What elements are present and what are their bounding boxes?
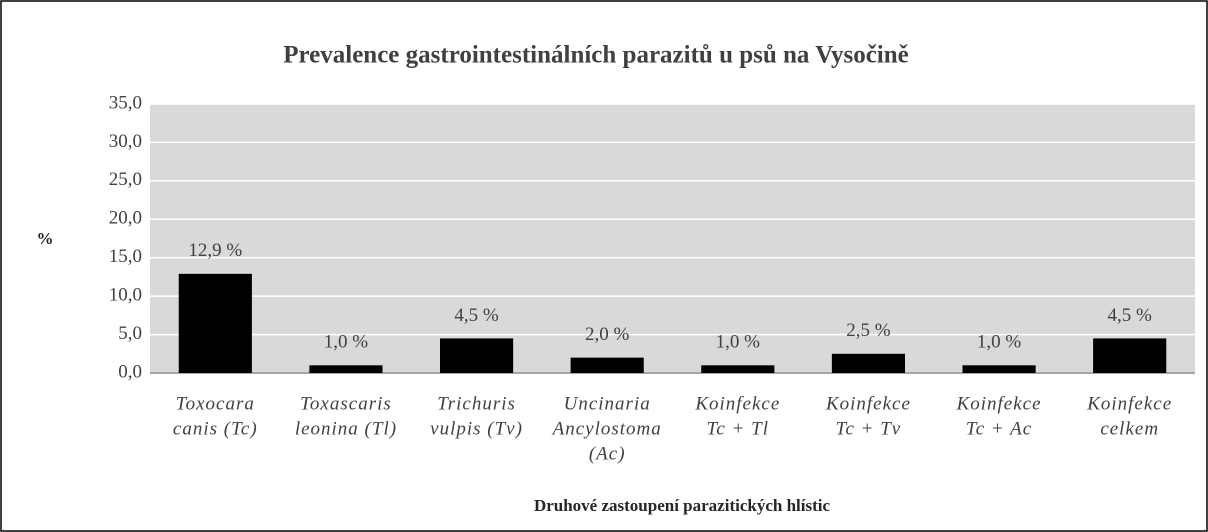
y-tick-label: 15,0 [109,246,142,267]
plot-area [150,104,1195,373]
x-tick-label: Trichuris [437,393,516,414]
data-label: 4,5 % [454,305,499,326]
y-tick-label: 30,0 [109,131,142,152]
y-tick-label: 25,0 [109,169,142,190]
x-tick-label: leonina (Tl) [295,418,397,439]
bar [570,357,644,373]
x-tick-label: Koinfekce [694,393,780,414]
x-tick-label: Toxocara [176,393,255,414]
y-tick-label: 10,0 [109,285,142,306]
bar [701,365,775,373]
x-tick-label: Ancylostoma [551,418,662,439]
y-tick-label: 5,0 [118,323,142,344]
x-axis-label: Druhové zastoupení parazitických hlístic [534,496,831,515]
bar [1093,338,1167,373]
data-label: 2,5 % [846,320,891,341]
x-tick-label: canis (Tc) [173,418,258,439]
y-tick-label: 35,0 [109,92,142,113]
x-tick-label: vulpis (Tv) [430,418,523,439]
y-tick-label: 20,0 [109,208,142,229]
x-tick-label: Koinfekce [1086,393,1172,414]
x-tick-label: Toxascaris [300,393,392,414]
y-tick-label: 0,0 [118,361,142,382]
x-tick-label: Tc + Ac [966,418,1032,439]
x-tick-label: Koinfekce [825,393,911,414]
bar [439,338,514,373]
x-tick-label: Tc + Tv [836,418,902,439]
x-tick-label: celkem [1100,418,1159,439]
x-tick-label: Uncinaria [564,393,651,414]
y-axis-label: % [37,229,54,248]
data-label: 2,0 % [585,324,630,345]
data-label: 1,0 % [324,332,369,353]
x-tick-label: (Ac) [589,443,626,464]
bar [962,365,1036,373]
data-label: 12,9 % [188,240,242,261]
bar [309,365,383,373]
chart-title: Prevalence gastrointestinálních parazitů… [283,42,909,69]
x-tick-label: Koinfekce [956,393,1042,414]
data-label: 4,5 % [1108,305,1153,326]
data-label: 1,0 % [977,332,1022,353]
bar [178,273,252,373]
data-label: 1,0 % [716,332,761,353]
bar [831,353,906,373]
x-tick-label: Tc + Tl [707,418,769,439]
